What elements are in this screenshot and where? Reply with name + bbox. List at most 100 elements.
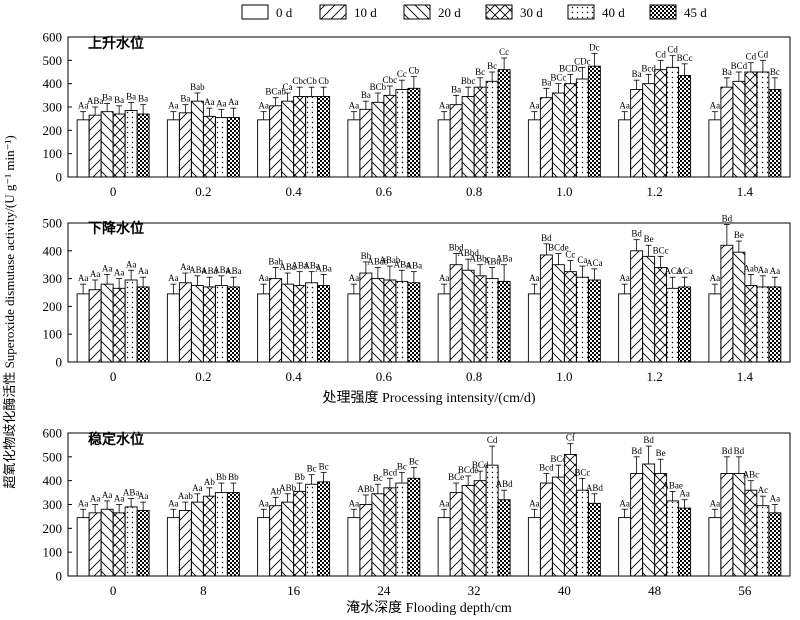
significance-label: Bb	[361, 251, 372, 261]
bar	[756, 505, 770, 577]
significance-label: Cd	[655, 49, 666, 59]
significance-label: Aa	[168, 273, 179, 283]
bar	[257, 517, 271, 577]
bar	[76, 293, 90, 363]
bar	[642, 83, 656, 178]
significance-label: BCb	[370, 82, 387, 92]
bar	[347, 517, 361, 577]
significance-label: Bbc	[461, 76, 476, 86]
significance-label: Aa	[710, 498, 721, 508]
bar	[226, 117, 240, 178]
bar	[371, 493, 385, 577]
significance-label: Ba	[451, 84, 461, 94]
significance-label: Aa	[114, 494, 125, 504]
legend-label: 10 d	[354, 5, 377, 20]
significance-label: Ca	[577, 255, 587, 265]
legend-label: 40 d	[602, 5, 625, 20]
significance-label: BCc	[550, 454, 566, 464]
significance-label: Aa	[114, 268, 125, 278]
bar	[539, 482, 553, 577]
y-tick-label: 0	[56, 170, 63, 185]
bar	[407, 282, 421, 363]
bar	[497, 69, 511, 178]
significance-label: Ba	[361, 90, 371, 100]
significance-label: Cd	[667, 45, 678, 55]
bar	[190, 285, 204, 363]
bar	[708, 517, 722, 577]
bar	[461, 269, 475, 363]
bar	[293, 96, 307, 178]
significance-label: Cc	[499, 47, 509, 57]
significance-label: Bbd	[449, 243, 465, 253]
bar	[449, 264, 463, 363]
significance-label: Aa	[439, 498, 450, 508]
y-tick-label: 200	[43, 123, 63, 138]
bar	[226, 286, 240, 363]
bar	[708, 293, 722, 363]
bar	[395, 482, 409, 577]
significance-label: Aa	[529, 101, 540, 111]
legend-label: 0 d	[276, 5, 293, 20]
significance-label: BCc	[550, 73, 566, 83]
significance-label: ABa	[496, 254, 513, 264]
significance-label: Aa	[679, 489, 690, 499]
significance-label: Aa	[770, 494, 781, 504]
bar	[269, 105, 283, 178]
significance-label: BCd	[472, 460, 489, 470]
bar	[744, 489, 758, 577]
bar	[166, 293, 180, 363]
bar	[88, 114, 102, 178]
significance-label: CDc	[574, 56, 591, 66]
significance-label: Bd	[631, 446, 642, 456]
bar	[100, 111, 114, 178]
x-tick-label: 1.0	[556, 369, 572, 384]
significance-label: Cc	[397, 69, 407, 79]
significance-label: Ba	[126, 91, 136, 101]
significance-label: Aa	[138, 491, 149, 501]
x-tick-label: 56	[738, 583, 752, 598]
bar	[407, 87, 421, 178]
significance-label: Ba	[114, 95, 124, 105]
bar	[100, 283, 114, 363]
legend-label: 45 d	[684, 5, 707, 20]
x-tick-label: 48	[648, 583, 661, 598]
legend: 0 d 10 d 20 d 30 d 40 d 45 d	[241, 4, 707, 20]
bar	[449, 104, 463, 178]
bar	[190, 501, 204, 577]
bar	[630, 250, 644, 363]
bar	[678, 286, 692, 363]
bar	[112, 113, 126, 178]
significance-label: Cd	[487, 435, 498, 445]
significance-label: ACa	[586, 258, 603, 268]
bar	[732, 80, 746, 178]
significance-label: Aa	[619, 273, 630, 283]
significance-label: ACa	[676, 266, 693, 276]
significance-label: ABb	[357, 484, 375, 494]
significance-label: ABa	[484, 256, 501, 266]
significance-label: Bd	[643, 435, 654, 445]
y-tick-label: 600	[43, 426, 63, 441]
significance-label: Cf	[566, 433, 575, 443]
bar	[359, 108, 373, 178]
x-tick-label: 0	[110, 369, 117, 384]
significance-label: ABa	[291, 261, 308, 271]
bar	[190, 100, 204, 178]
bar	[654, 69, 668, 178]
significance-label: Aa	[78, 498, 89, 508]
legend-label: 30 d	[520, 5, 543, 20]
x-tick-label: 1.2	[647, 184, 663, 199]
significance-label: Aa	[168, 498, 179, 508]
y-tick-label: 500	[43, 53, 63, 68]
panel-title: 下降水位	[88, 220, 144, 237]
significance-label: ABbc	[470, 254, 491, 264]
significance-label: ABab	[367, 256, 388, 266]
legend-swatch	[649, 4, 677, 20]
significance-label: BCde	[458, 465, 479, 475]
bar	[473, 86, 487, 178]
bar	[563, 83, 577, 178]
bar	[732, 473, 746, 577]
bar	[618, 517, 632, 577]
panel-title: 上升水位	[88, 35, 144, 52]
x-tick-label: 0	[110, 583, 117, 598]
